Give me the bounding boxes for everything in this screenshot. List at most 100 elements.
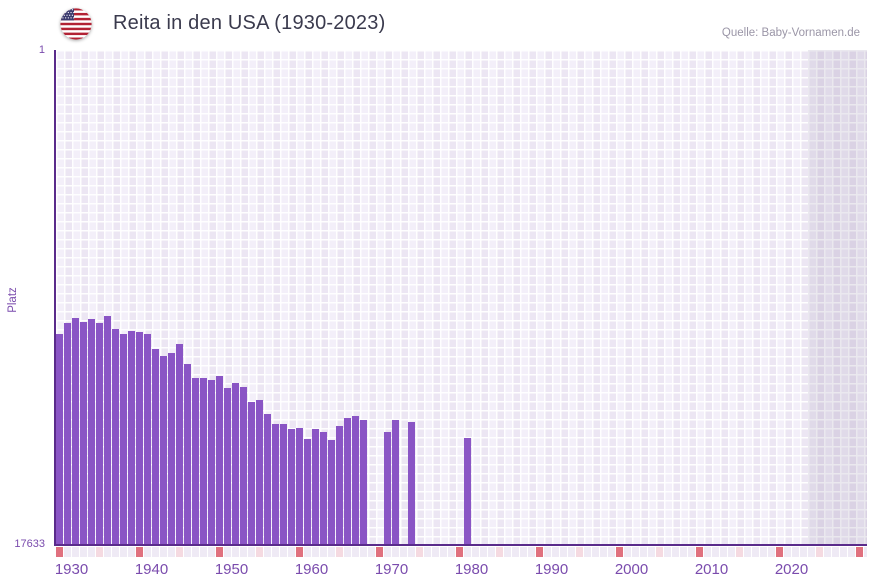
year-marker-2005 — [655, 547, 663, 557]
bar-1972 — [391, 420, 399, 544]
bar-1941 — [143, 334, 151, 544]
bar-1955 — [255, 399, 263, 544]
year-marker-2011 — [703, 547, 711, 557]
bar-1957 — [271, 424, 279, 544]
year-marker-1965 — [335, 547, 343, 557]
no-data-region — [807, 50, 867, 544]
year-marker-1962 — [311, 547, 319, 557]
bar-1949 — [207, 379, 215, 544]
bar-1948 — [199, 378, 207, 544]
year-marker-2014 — [727, 547, 735, 557]
bar-1951 — [223, 387, 231, 544]
bar-1960 — [295, 427, 303, 544]
x-tick-label-2020: 2020 — [774, 561, 809, 578]
bar-1932 — [71, 317, 79, 544]
year-marker-2031 — [863, 547, 867, 557]
year-marker-1980 — [455, 547, 463, 557]
year-marker-strip — [55, 547, 867, 557]
year-marker-1999 — [607, 547, 615, 557]
bar-1936 — [103, 316, 111, 544]
year-marker-1939 — [127, 547, 135, 557]
year-marker-1938 — [119, 547, 127, 557]
x-tick-label-1940: 1940 — [134, 561, 169, 578]
bar-1974 — [407, 422, 415, 544]
year-marker-1966 — [343, 547, 351, 557]
year-marker-1982 — [471, 547, 479, 557]
year-marker-1974 — [407, 547, 415, 557]
bar-1964 — [327, 440, 335, 544]
year-marker-2027 — [831, 547, 839, 557]
year-marker-1996 — [583, 547, 591, 557]
year-marker-1948 — [199, 547, 207, 557]
bar-1953 — [239, 386, 247, 544]
bar-1954 — [247, 401, 255, 544]
year-marker-2001 — [623, 547, 631, 557]
year-marker-2003 — [639, 547, 647, 557]
bar-1934 — [87, 318, 95, 544]
year-marker-1975 — [415, 547, 423, 557]
year-marker-1984 — [487, 547, 495, 557]
year-marker-2024 — [807, 547, 815, 557]
year-marker-2015 — [735, 547, 743, 557]
bar-1946 — [183, 364, 191, 544]
year-marker-1959 — [287, 547, 295, 557]
year-marker-2028 — [839, 547, 847, 557]
bar-1939 — [127, 331, 135, 544]
year-marker-1933 — [79, 547, 87, 557]
x-tick-label-1950: 1950 — [214, 561, 249, 578]
year-marker-1990 — [535, 547, 543, 557]
bar-1943 — [159, 356, 167, 544]
year-marker-1957 — [271, 547, 279, 557]
x-tick-label-1990: 1990 — [534, 561, 569, 578]
year-marker-1953 — [239, 547, 247, 557]
source-attribution: Quelle: Baby-Vornamen.de — [721, 27, 860, 39]
year-marker-2007 — [671, 547, 679, 557]
year-marker-1960 — [295, 547, 303, 557]
page-title: Reita in den USA (1930-2023) — [113, 12, 386, 34]
bar-1952 — [231, 383, 239, 544]
year-marker-1985 — [495, 547, 503, 557]
year-marker-1932 — [71, 547, 79, 557]
year-marker-1976 — [423, 547, 431, 557]
year-marker-1940 — [135, 547, 143, 557]
bar-1981 — [463, 438, 471, 544]
year-marker-2006 — [663, 547, 671, 557]
bar-1961 — [303, 438, 311, 544]
year-marker-2002 — [631, 547, 639, 557]
year-marker-1941 — [143, 547, 151, 557]
bar-1963 — [319, 431, 327, 544]
year-marker-1942 — [151, 547, 159, 557]
year-marker-1956 — [263, 547, 271, 557]
year-marker-2026 — [823, 547, 831, 557]
year-marker-1934 — [87, 547, 95, 557]
x-tick-label-1960: 1960 — [294, 561, 329, 578]
year-marker-1970 — [375, 547, 383, 557]
bar-1944 — [167, 352, 175, 544]
bar-1935 — [95, 322, 103, 544]
bar-1965 — [335, 426, 343, 544]
y-axis-top-tick-label: 1 — [38, 44, 45, 56]
year-marker-1973 — [399, 547, 407, 557]
year-marker-2008 — [679, 547, 687, 557]
year-marker-2004 — [647, 547, 655, 557]
year-marker-1968 — [359, 547, 367, 557]
x-tick-label-1970: 1970 — [374, 561, 409, 578]
bar-1940 — [135, 331, 143, 544]
year-marker-1945 — [175, 547, 183, 557]
year-marker-1930 — [55, 547, 63, 557]
y-axis-title: Platz — [7, 287, 19, 313]
year-marker-1958 — [279, 547, 287, 557]
year-marker-1950 — [215, 547, 223, 557]
year-marker-1955 — [255, 547, 263, 557]
year-marker-1961 — [303, 547, 311, 557]
year-marker-1951 — [223, 547, 231, 557]
bar-1971 — [383, 432, 391, 544]
bar-1931 — [63, 322, 71, 544]
year-marker-1943 — [159, 547, 167, 557]
bar-1933 — [79, 322, 87, 544]
plot-area — [53, 50, 867, 544]
year-marker-2023 — [799, 547, 807, 557]
bar-1966 — [343, 417, 351, 544]
bar-1967 — [351, 416, 359, 544]
bar-1959 — [287, 428, 295, 544]
